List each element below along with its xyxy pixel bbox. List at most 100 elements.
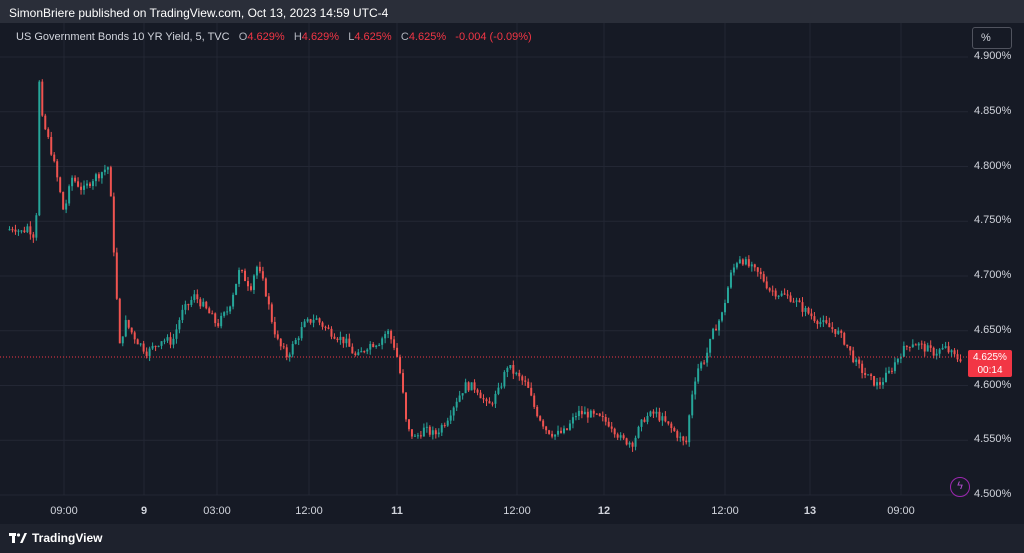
symbol-legend: US Government Bonds 10 YR Yield, 5, TVC … xyxy=(16,31,532,43)
candle-body xyxy=(488,401,491,404)
candle-body xyxy=(682,436,685,441)
candle-body xyxy=(127,320,130,328)
candle-body xyxy=(518,372,521,377)
candle-body xyxy=(747,259,750,267)
candle-body xyxy=(106,167,109,170)
candle-body xyxy=(145,351,148,356)
candle-body xyxy=(88,183,91,187)
candle-body xyxy=(721,312,724,321)
candle-body xyxy=(545,426,548,431)
candle-body xyxy=(252,275,255,290)
candle-body xyxy=(607,421,610,427)
x-tick-label: 9 xyxy=(140,505,148,517)
candle-body xyxy=(619,435,622,438)
candle-body xyxy=(330,328,333,337)
candle-body xyxy=(551,433,554,437)
lightning-icon[interactable]: ϟ xyxy=(950,477,970,497)
candle-body xyxy=(187,304,190,306)
candle-body xyxy=(953,350,956,355)
candle-body xyxy=(691,394,694,416)
candle-body xyxy=(810,313,813,317)
candle-body xyxy=(834,329,837,334)
candle-body xyxy=(715,328,718,331)
candle-body xyxy=(71,177,74,187)
candle-body xyxy=(342,336,345,344)
candle-body xyxy=(661,416,664,421)
candle-body xyxy=(115,252,118,299)
candle-body xyxy=(139,343,142,345)
candle-body xyxy=(142,343,145,352)
candle-body xyxy=(831,327,834,330)
candle-body xyxy=(783,293,786,295)
candle-body xyxy=(789,295,792,302)
candle-body xyxy=(163,340,166,342)
candle-body xyxy=(154,345,157,347)
candle-body xyxy=(175,329,178,339)
candle-body xyxy=(214,313,217,324)
candle-body xyxy=(893,362,896,372)
candle-body xyxy=(941,347,944,350)
candle-body xyxy=(428,426,431,435)
candle-body xyxy=(336,338,339,341)
candle-body xyxy=(62,191,65,210)
high-label: H xyxy=(293,31,302,43)
candle-body xyxy=(738,259,741,264)
candle-body xyxy=(244,270,247,282)
candle-body xyxy=(246,281,249,287)
candle-body xyxy=(229,306,232,312)
candle-body xyxy=(50,136,53,155)
candle-body xyxy=(100,172,103,179)
candle-body xyxy=(604,416,607,422)
candle-body xyxy=(950,350,953,353)
candle-body xyxy=(148,348,151,356)
candle-body xyxy=(628,442,631,445)
candle-body xyxy=(756,267,759,272)
candle-body xyxy=(399,356,402,374)
candle-body xyxy=(539,416,542,421)
candle-body xyxy=(193,294,196,300)
candle-body xyxy=(816,320,819,325)
close-value: 4.625% xyxy=(408,31,447,43)
candle-body xyxy=(685,440,688,443)
candle-body xyxy=(887,370,890,373)
x-tick-label: 12:00 xyxy=(711,505,739,517)
candle-body xyxy=(723,302,726,313)
y-tick-label: 4.500% xyxy=(974,488,1012,500)
candle-body xyxy=(151,345,154,349)
candle-body xyxy=(14,229,17,232)
candle-body xyxy=(396,347,399,357)
candle-body xyxy=(366,349,369,352)
candle-body xyxy=(130,327,133,333)
candle-body xyxy=(35,215,38,238)
change-value: -0.004 (-0.09%) xyxy=(455,31,532,43)
candle-body xyxy=(622,435,625,439)
candle-body xyxy=(616,434,619,438)
candle-body xyxy=(390,330,393,340)
candle-body xyxy=(65,203,68,210)
candle-body xyxy=(598,413,601,416)
candle-body xyxy=(220,315,223,327)
candle-body xyxy=(667,421,670,424)
candle-body xyxy=(536,406,539,417)
candle-body xyxy=(565,428,568,430)
candle-body xyxy=(780,293,783,296)
candle-body xyxy=(279,338,282,347)
candle-body xyxy=(467,382,470,391)
candle-body xyxy=(876,382,879,386)
candle-body xyxy=(718,320,721,331)
candle-body xyxy=(729,272,732,288)
candle-body xyxy=(109,167,112,197)
candle-body xyxy=(589,410,592,418)
x-tick-label: 12:00 xyxy=(295,505,323,517)
tradingview-logo[interactable]: TradingView xyxy=(9,531,102,545)
candle-body xyxy=(327,327,330,329)
candle-body xyxy=(121,336,124,344)
candle-body xyxy=(372,343,375,348)
candle-body xyxy=(959,359,962,362)
candle-body xyxy=(402,373,405,393)
candle-body xyxy=(223,312,226,316)
percent-scale-button[interactable]: % xyxy=(972,27,1012,49)
candle-body xyxy=(422,427,425,437)
candle-body xyxy=(437,432,440,435)
